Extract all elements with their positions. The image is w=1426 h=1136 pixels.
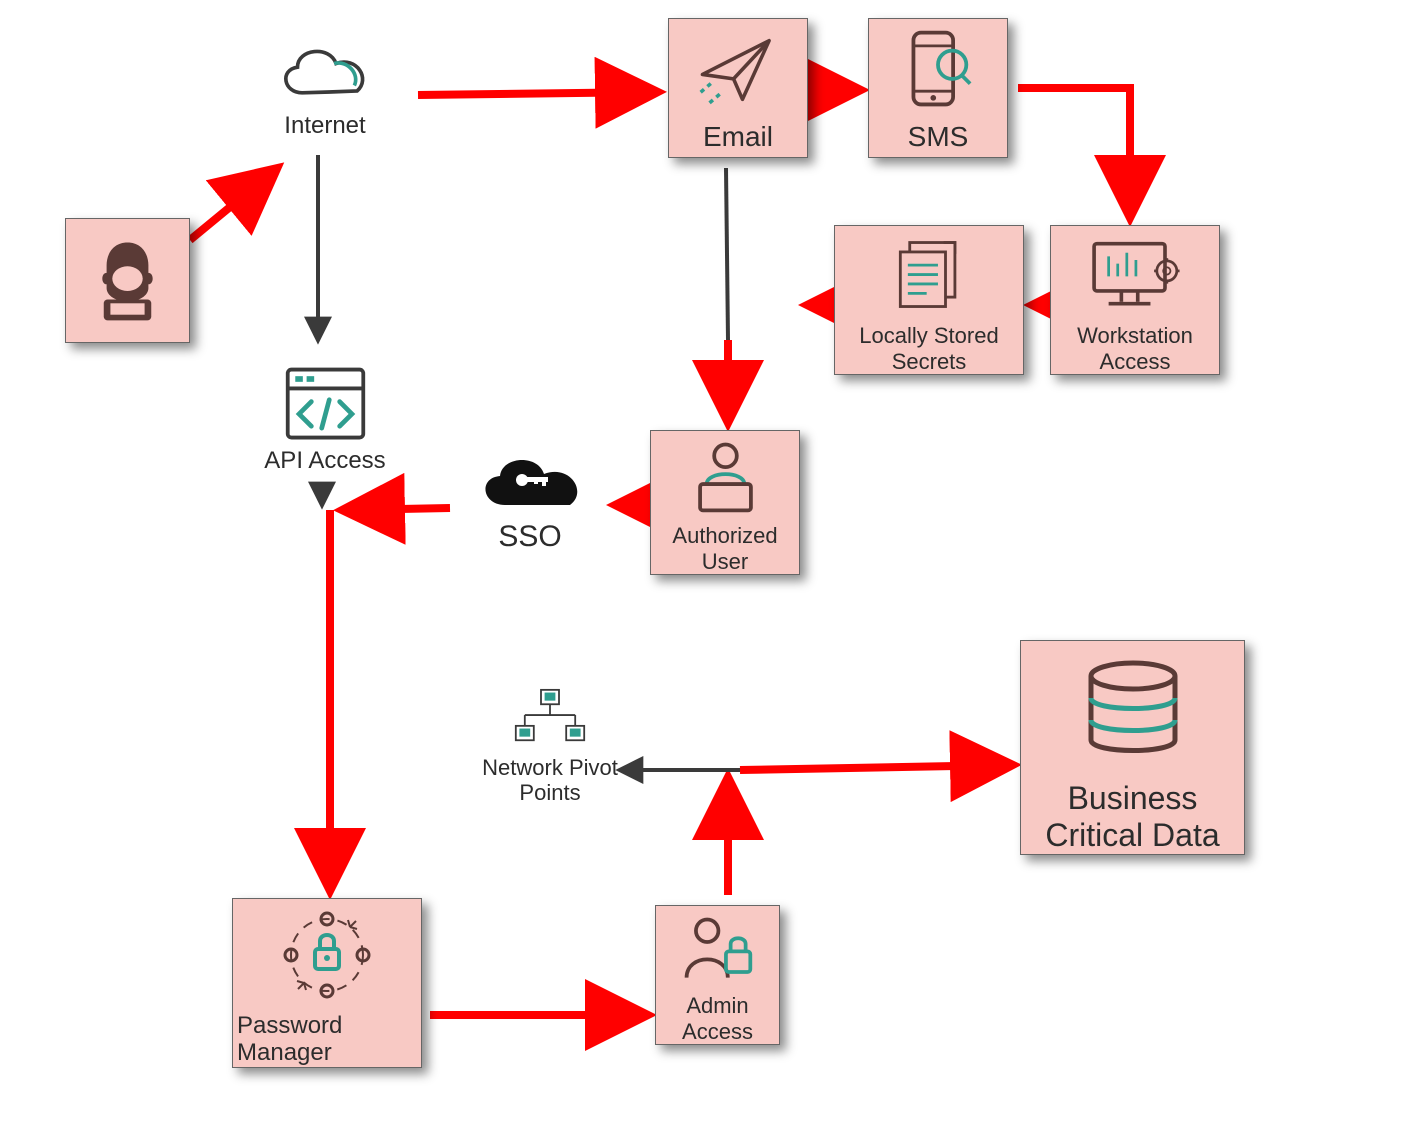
node-sso: SSO <box>450 445 610 560</box>
authuser-label: Authorized User <box>651 523 799 574</box>
node-workstation: Workstation Access <box>1050 225 1220 375</box>
sms-icon <box>898 19 978 121</box>
node-sms: SMS <box>868 18 1008 158</box>
api-icon <box>278 362 373 447</box>
sms-label: SMS <box>908 121 969 153</box>
workstation-icon <box>1085 226 1185 323</box>
password-label: Password Manager <box>229 1012 425 1067</box>
database-icon <box>1073 641 1193 780</box>
email-label: Email <box>703 121 773 153</box>
cloud-icon <box>270 37 380 112</box>
attacker-icon <box>80 233 175 328</box>
sso-icon <box>470 450 590 520</box>
node-network-pivot: Network Pivot Points <box>455 680 645 810</box>
node-api-access: API Access <box>230 348 420 488</box>
admin-icon <box>675 906 760 993</box>
node-admin-access: Admin Access <box>655 905 780 1045</box>
secrets-icon <box>887 226 972 323</box>
internet-label: Internet <box>284 112 365 140</box>
email-icon <box>693 19 783 121</box>
admin-label: Admin Access <box>656 993 779 1044</box>
node-internet: Internet <box>245 28 405 148</box>
node-email: Email <box>668 18 808 158</box>
user-icon <box>683 431 768 523</box>
network-icon <box>505 685 595 755</box>
node-secrets: Locally Stored Secrets <box>834 225 1024 375</box>
node-attacker <box>65 218 190 343</box>
node-business-data: Business Critical Data <box>1020 640 1245 855</box>
secrets-label: Locally Stored Secrets <box>835 323 1023 374</box>
node-authorized-user: Authorized User <box>650 430 800 575</box>
sso-label: SSO <box>498 520 561 555</box>
network-label: Network Pivot Points <box>455 755 645 806</box>
node-password-manager: Password Manager <box>232 898 422 1068</box>
password-icon <box>272 899 382 1012</box>
workstation-label: Workstation Access <box>1051 323 1219 374</box>
bizdata-label: Business Critical Data <box>1021 780 1244 854</box>
api-label: API Access <box>264 447 385 475</box>
